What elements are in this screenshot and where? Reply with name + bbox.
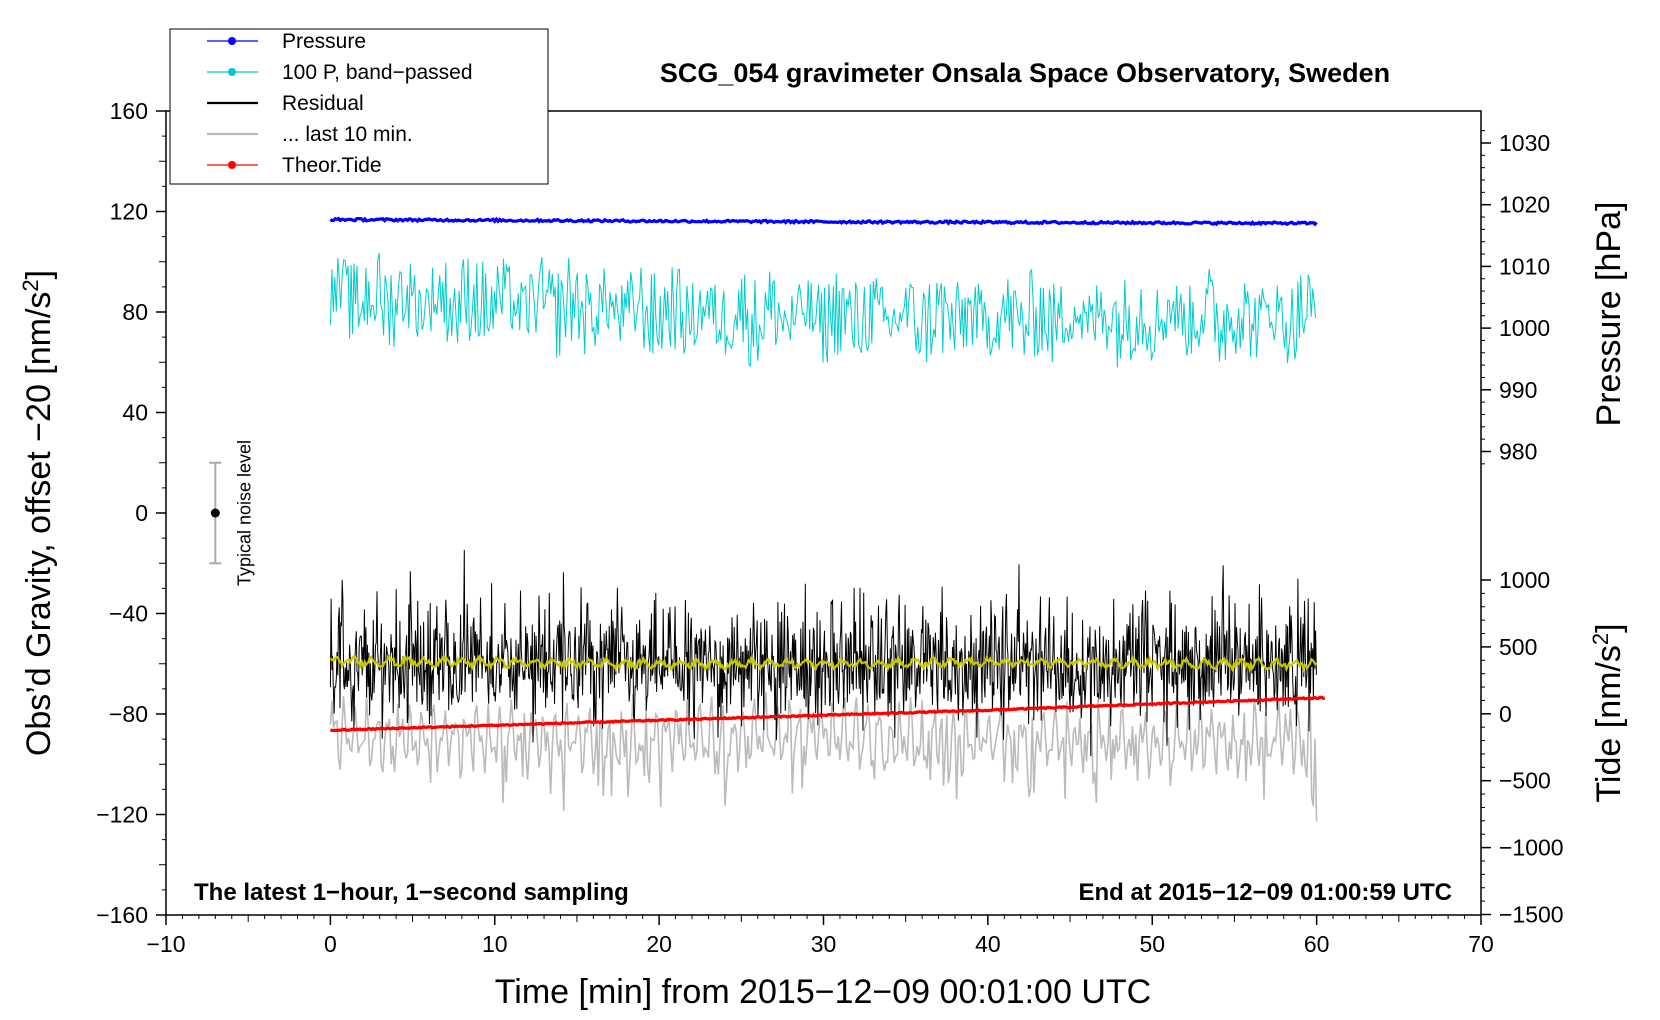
x-axis-title: Time [min] from 2015−12−09 00:01:00 UTC [495,973,1151,1011]
tide-tick-label: −1500 [1499,902,1564,928]
annotation-latest-hour: The latest 1−hour, 1−second sampling [194,879,629,906]
noise-bar-center [210,508,220,518]
x-tick-label: 30 [811,931,837,957]
y-tick-label: 120 [110,199,148,225]
series-pressure [329,216,1318,227]
y-tick-label: −80 [109,701,148,727]
x-tick-label: 60 [1304,931,1330,957]
x-tick-label: 0 [324,931,337,957]
plot-frame [165,110,1482,916]
legend-marker [228,161,236,169]
pressure-tick-label: 1010 [1499,253,1550,279]
tide-axis-title: Tide [nm/s2] [1588,623,1629,802]
pressure-tick-label: 990 [1499,377,1537,403]
tide-tick-label: 500 [1499,634,1537,660]
legend-box [169,28,549,185]
pressure-tick-label: 1030 [1499,130,1550,156]
x-tick-label: 40 [975,931,1001,957]
pressure-axis-title: Pressure [hPa] [1590,202,1628,427]
legend-label: 100 P, band−passed [282,61,473,84]
legend: Pressure 100 P, band−passed Residual ... la… [169,28,549,185]
x-tick-label: 50 [1139,931,1165,957]
legend-label: ... last 10 min. [282,123,413,146]
y-tick-label: −40 [109,601,148,627]
x-tick-label: −10 [146,931,185,957]
legend-label: Theor.Tide [282,154,382,177]
pressure-tick-label: 1020 [1499,192,1550,218]
tide-tick-label: 0 [1499,701,1512,727]
annotation-end-time: End at 2015−12−09 01:00:59 UTC [1078,879,1452,906]
tide-tick-label: −1000 [1499,835,1564,861]
chart-title: SCG_054 gravimeter Onsala Space Observat… [660,58,1390,88]
y-tick-label: −120 [96,802,148,828]
y-tick-label: 40 [122,400,148,426]
x-tick-label: 20 [646,931,672,957]
y-tick-label: −160 [96,902,148,928]
y-axis-title: Obs’d Gravity, offset −20 [nm/s2] [18,270,59,756]
y-tick-label: 160 [110,98,148,124]
legend-marker [228,37,236,45]
legend-marker [228,68,236,76]
noise-bar-label: Typical noise level [234,440,254,586]
series-band-passed-pressure [329,252,1317,368]
x-tick-label: 70 [1468,931,1494,957]
series-theoretical-tide [330,695,1326,733]
series-last-10-min [329,691,1318,822]
legend-label: Residual [282,92,364,115]
series-smoothed-residual [330,653,1318,674]
x-tick-label: 10 [482,931,508,957]
tide-tick-label: −500 [1499,768,1551,794]
y-tick-label: 0 [135,500,148,526]
pressure-tick-label: 1000 [1499,315,1550,341]
y-tick-label: 80 [122,299,148,325]
noise-indicator: Typical noise level [209,440,254,586]
tide-tick-label: 1000 [1499,567,1550,593]
legend-label: Pressure [282,30,366,53]
pressure-tick-label: 980 [1499,439,1537,465]
